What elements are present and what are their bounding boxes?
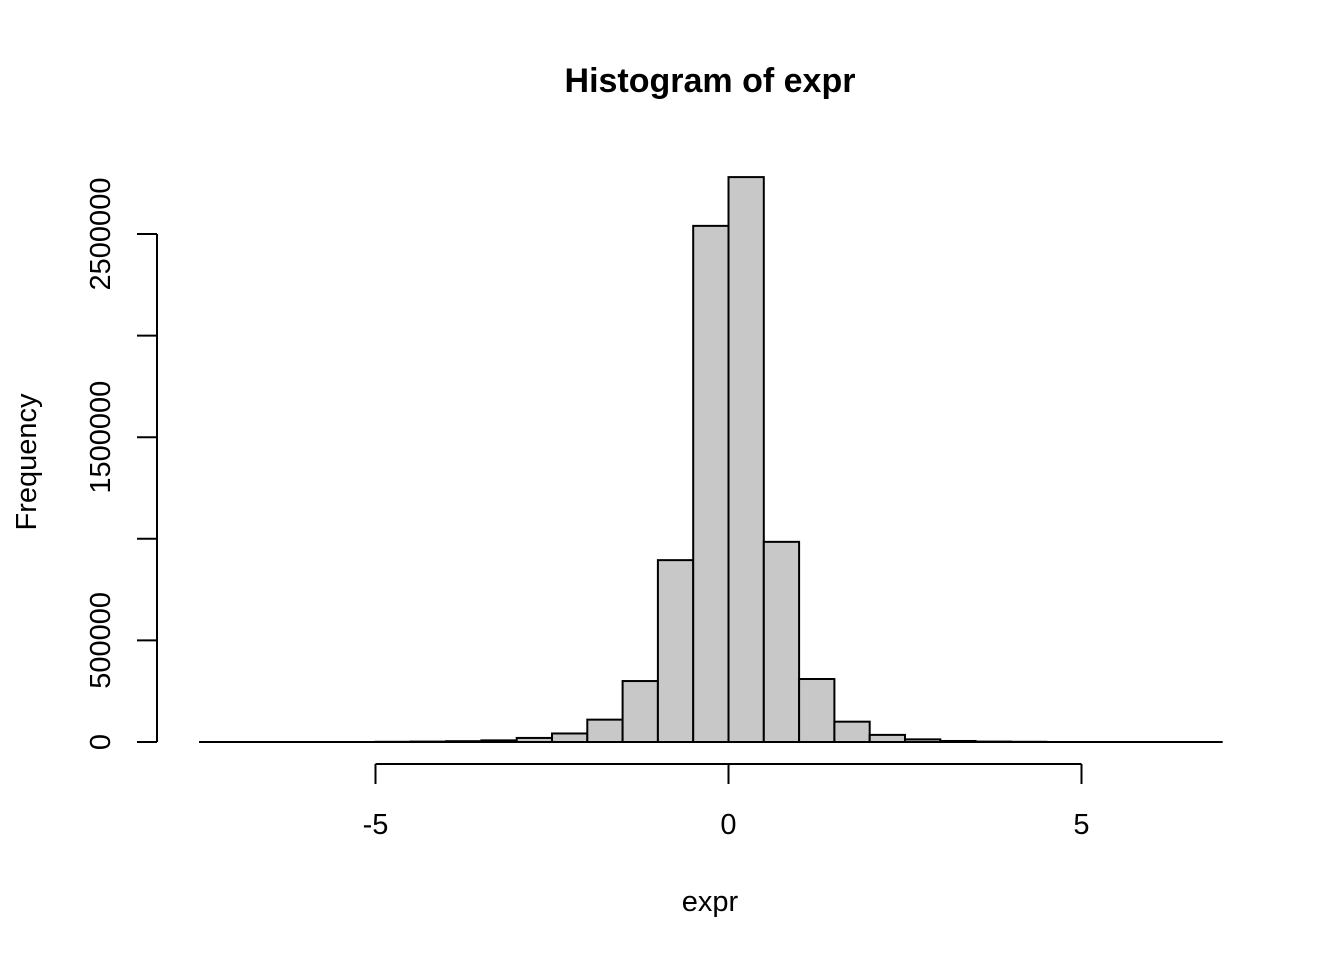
- histogram-bars: [374, 176, 1048, 744]
- histogram-bar: [868, 733, 907, 744]
- y-axis: 0 500000 1500000 2500000: [85, 178, 158, 750]
- y-tick-label: 2500000: [85, 178, 117, 291]
- x-tick-label: 0: [720, 809, 736, 841]
- histogram-bar: [762, 540, 801, 743]
- histogram-bar: [656, 559, 695, 744]
- y-tick-label: 1500000: [85, 381, 117, 494]
- y-tick-label: 500000: [85, 592, 117, 689]
- histogram-bar: [551, 732, 589, 743]
- histogram-bar: [833, 720, 871, 743]
- histogram-bar: [586, 718, 624, 744]
- histogram-bar: [727, 176, 765, 744]
- chart-title: Histogram of expr: [565, 62, 856, 100]
- histogram-bar: [692, 224, 730, 743]
- y-axis-label: Frequency: [11, 393, 43, 531]
- histogram-bar: [798, 678, 836, 744]
- y-tick-label: 0: [85, 734, 117, 750]
- x-axis: -5 0 5: [363, 763, 1090, 841]
- x-tick-label: 5: [1073, 809, 1089, 841]
- histogram-bar: [621, 680, 659, 743]
- x-tick-label: -5: [363, 809, 389, 841]
- x-axis-label: expr: [682, 886, 739, 918]
